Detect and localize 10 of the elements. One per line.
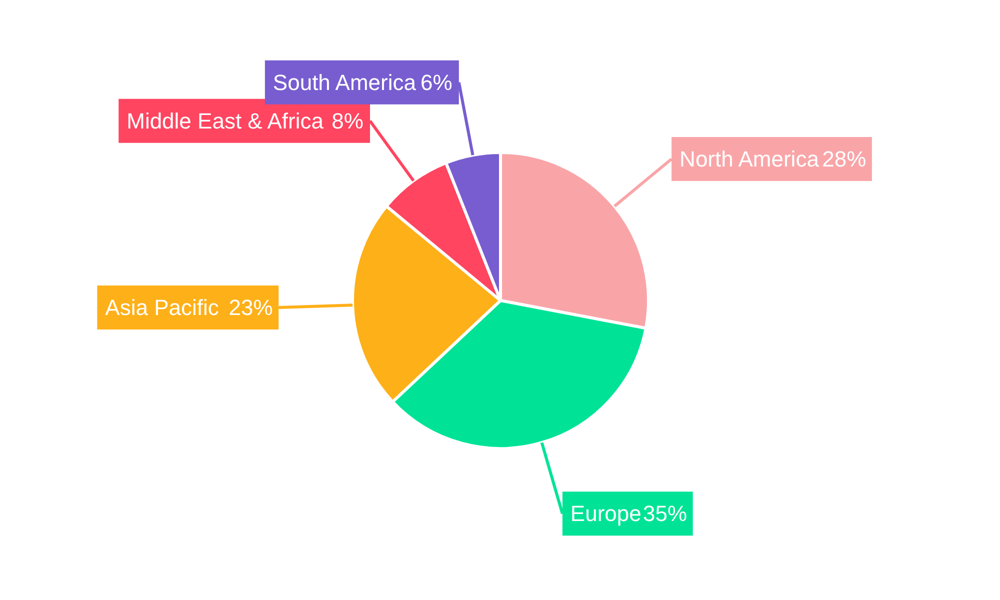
slice-label: South America [272,70,417,95]
slice-label: Europe [570,501,642,526]
data-label: 35% [643,501,688,526]
data-label: 6% [420,70,452,95]
slice-label: Middle East & Africa [126,108,324,134]
data-label: 23% [228,294,273,320]
data-label: 28% [822,146,866,172]
slice-label: North America [680,146,820,172]
data-label: 8% [332,108,364,134]
slice-label: Asia Pacific [105,294,219,320]
